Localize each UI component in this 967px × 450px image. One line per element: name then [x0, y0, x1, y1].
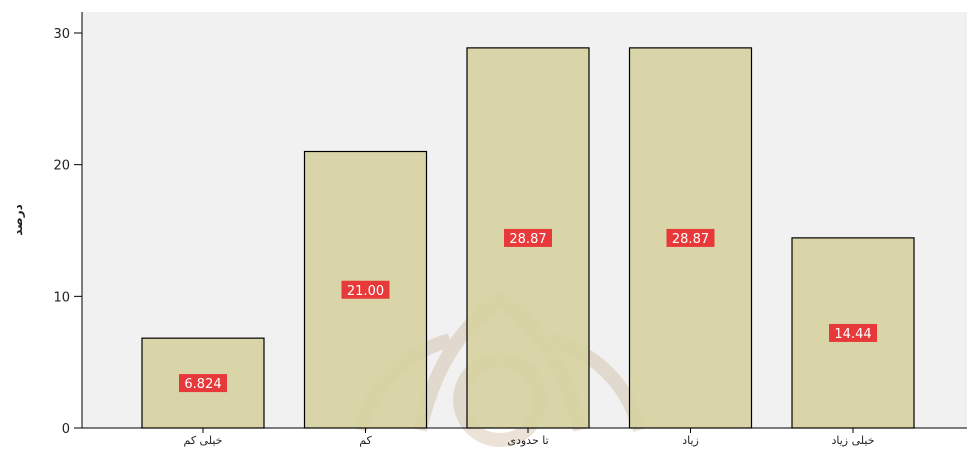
- data-label: 28.87: [509, 232, 546, 247]
- data-labels: 6.824 21.00 28.87 28.87 14.44: [179, 228, 877, 393]
- data-label-box: [666, 228, 715, 247]
- y-axis-ticks: 0 10 20 30: [53, 27, 82, 437]
- category-label: زیاد: [682, 434, 699, 447]
- category-label: خیلی زیاد: [831, 434, 874, 447]
- y-axis-label: درصد: [11, 204, 25, 236]
- category-labels: خیلی کم کم تا حدودی زیاد خیلی زیاد: [184, 428, 875, 447]
- data-label: 28.87: [672, 232, 709, 247]
- data-label: 14.44: [834, 327, 871, 342]
- category-label: کم: [359, 434, 372, 447]
- data-label: 6.824: [184, 377, 221, 392]
- data-label: 21.00: [347, 284, 384, 299]
- y-tick-label: 20: [53, 159, 70, 174]
- data-label-box: [504, 228, 552, 247]
- data-label-box: [829, 323, 877, 342]
- data-label-box: [179, 374, 227, 393]
- category-label: خیلی کم: [184, 434, 223, 447]
- y-tick-label: 0: [62, 422, 70, 437]
- category-label: تا حدودی: [507, 434, 548, 447]
- y-tick-label: 10: [53, 290, 70, 305]
- bars: [141, 47, 915, 429]
- data-label-box: [341, 280, 390, 299]
- y-tick-label: 30: [53, 27, 70, 42]
